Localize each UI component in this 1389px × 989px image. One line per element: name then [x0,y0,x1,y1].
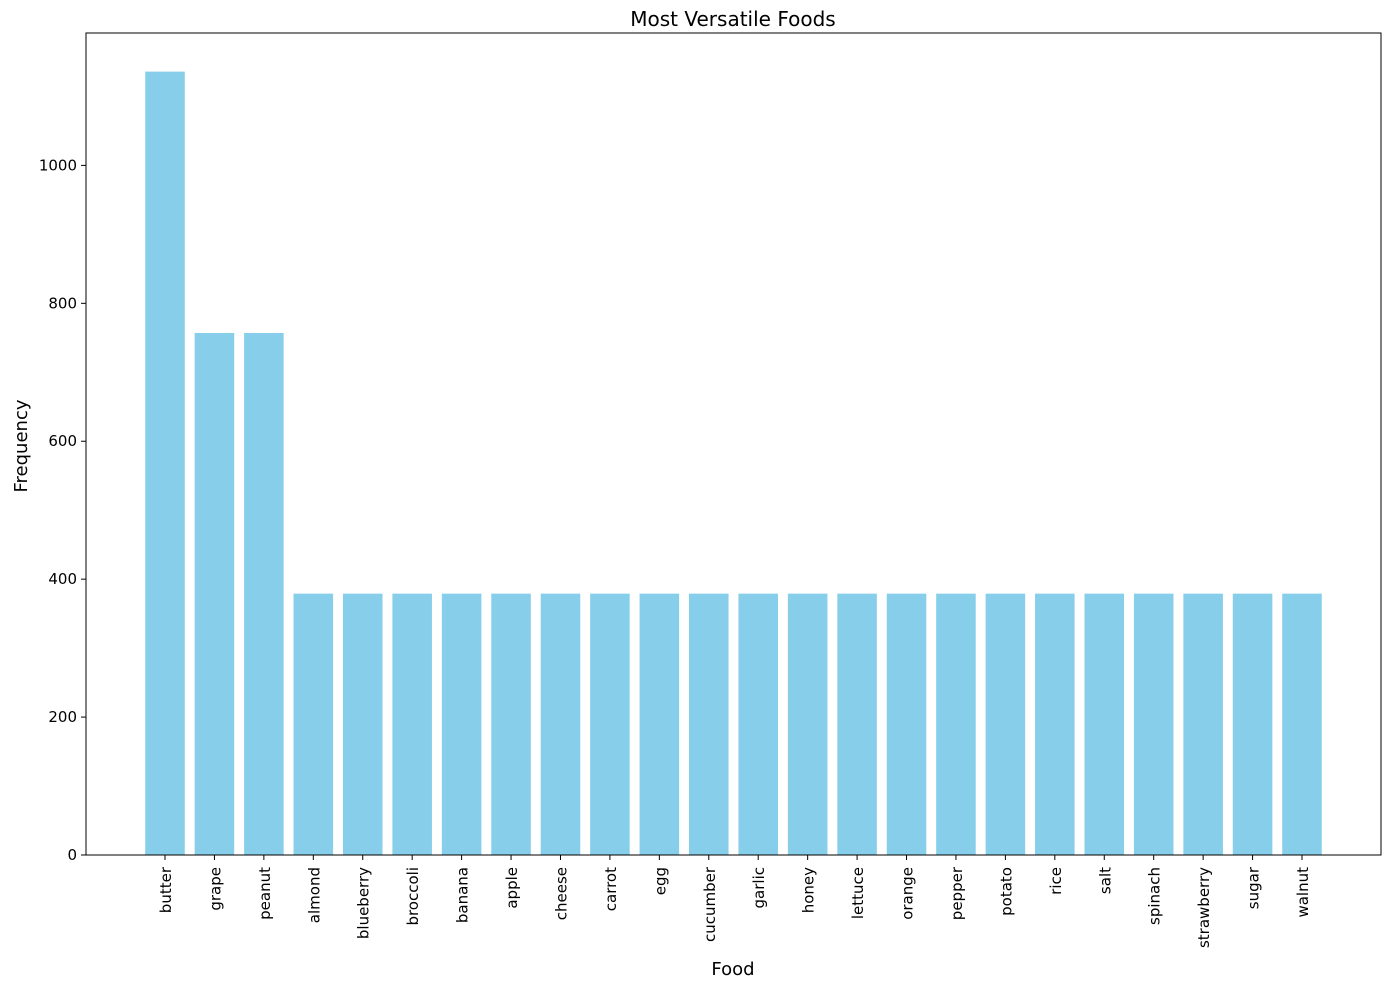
bar-butter [145,71,185,856]
y-tick-label: 200 [48,708,77,726]
x-tick-label: honey [800,867,818,913]
bar-egg [639,593,680,855]
x-tick-label: pepper [948,866,966,920]
bar-cucumber [689,593,729,855]
x-axis-label: Food [711,959,754,980]
bar-salt [1084,593,1125,855]
bar-pepper [936,593,976,855]
bar-cheese [540,593,581,855]
x-tick-label: salt [1096,867,1114,894]
x-tick-label: lettuce [849,867,867,919]
bar-walnut [1282,593,1322,855]
bar-sugar [1232,593,1273,855]
x-tick-label: blueberry [355,867,373,939]
x-tick-label: egg [651,867,669,895]
bar-peanut [244,332,284,855]
chart-title: Most Versatile Foods [630,7,835,31]
bar-garlic [738,593,778,855]
x-tick-label: broccoli [404,867,422,926]
x-tick-label: strawberry [1195,867,1213,948]
x-tick-label: apple [503,867,521,909]
bar-apple [491,593,531,855]
bar-strawberry [1183,593,1223,855]
x-tick-label: cucumber [701,866,719,942]
x-tick-label: butter [157,866,175,913]
bar-rice [1035,593,1075,855]
x-tick-label: grape [206,867,224,911]
x-tick-label: carrot [602,867,620,911]
bar-lettuce [837,593,877,855]
bar-potato [985,593,1026,855]
x-tick-label: peanut [256,867,274,920]
plot-frame [85,32,1382,856]
bar-honey [787,593,828,855]
y-axis-label: Frequency [11,399,32,492]
y-ticks-group: 0 200 400 600 800 1000 [39,156,86,864]
bar-broccoli [392,593,432,855]
x-tick-label: garlic [750,867,768,908]
x-tick-label: banana [454,867,472,923]
y-tick-label: 0 [67,846,77,864]
x-tick-label: almond [305,867,323,923]
x-tick-label: sugar [1245,866,1263,909]
x-tick-label: cheese [552,867,570,920]
x-tick-label: potato [997,867,1015,916]
bar-orange [886,593,927,855]
x-tick-label: rice [1047,867,1065,895]
bar-spinach [1133,593,1174,855]
x-ticks-group: butter grape peanut almond blueberry broccoli… [157,855,1312,948]
bar-carrot [590,593,630,855]
bar-almond [293,593,334,855]
y-tick-label: 800 [48,294,77,312]
bars-group [145,71,1322,856]
x-tick-label: spinach [1146,867,1164,925]
bar-blueberry [342,593,383,855]
y-tick-label: 1000 [39,156,77,174]
bar-banana [441,593,482,855]
y-tick-label: 400 [48,570,77,588]
y-tick-label: 600 [48,432,77,450]
bar-grape [194,332,235,855]
x-tick-label: walnut [1294,867,1312,918]
x-tick-label: orange [899,867,917,920]
